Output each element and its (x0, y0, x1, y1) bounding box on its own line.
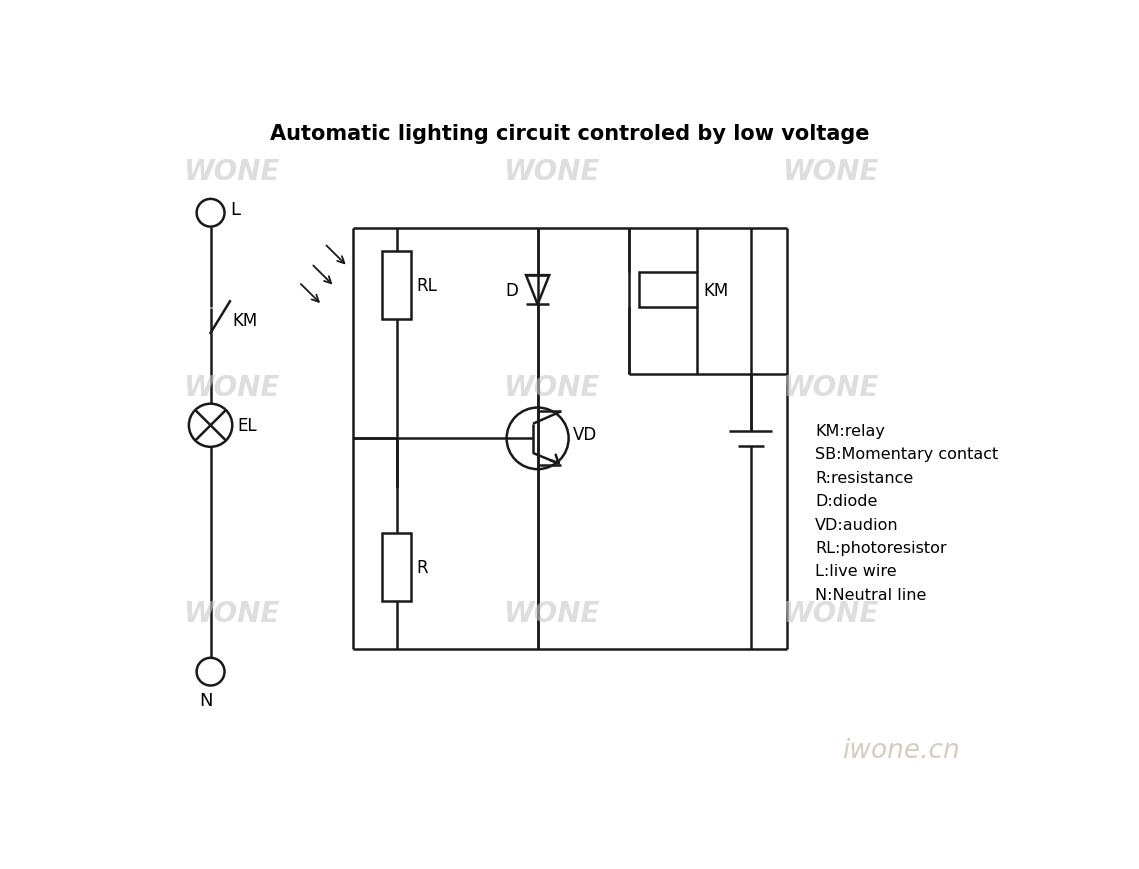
Text: iwone.cn: iwone.cn (842, 738, 960, 763)
Text: Automatic lighting circuit controled by low voltage: Automatic lighting circuit controled by … (270, 123, 870, 143)
Text: KM: KM (232, 312, 257, 329)
Text: WONE: WONE (781, 374, 878, 401)
Text: VD: VD (573, 426, 597, 444)
Text: WONE: WONE (502, 374, 599, 401)
Text: WONE: WONE (781, 600, 878, 627)
Bar (639, 273, 697, 308)
Text: RL: RL (416, 277, 437, 295)
Text: WONE: WONE (502, 158, 599, 186)
Bar (382, 534, 411, 601)
Text: L: L (230, 201, 240, 219)
Text: WONE: WONE (182, 600, 279, 627)
Text: EL: EL (237, 417, 256, 434)
Text: WONE: WONE (502, 600, 599, 627)
Text: R: R (416, 558, 427, 576)
Text: WONE: WONE (182, 374, 279, 401)
Text: KM: KM (703, 282, 728, 300)
Text: WONE: WONE (182, 158, 279, 186)
Text: N: N (199, 692, 213, 709)
Text: WONE: WONE (781, 158, 878, 186)
Bar (382, 252, 411, 320)
Text: KM:relay
SB:Momentary contact
R:resistance
D:diode
VD:audion
RL:photoresistor
L:: KM:relay SB:Momentary contact R:resistan… (816, 423, 998, 602)
Text: D: D (505, 282, 518, 300)
